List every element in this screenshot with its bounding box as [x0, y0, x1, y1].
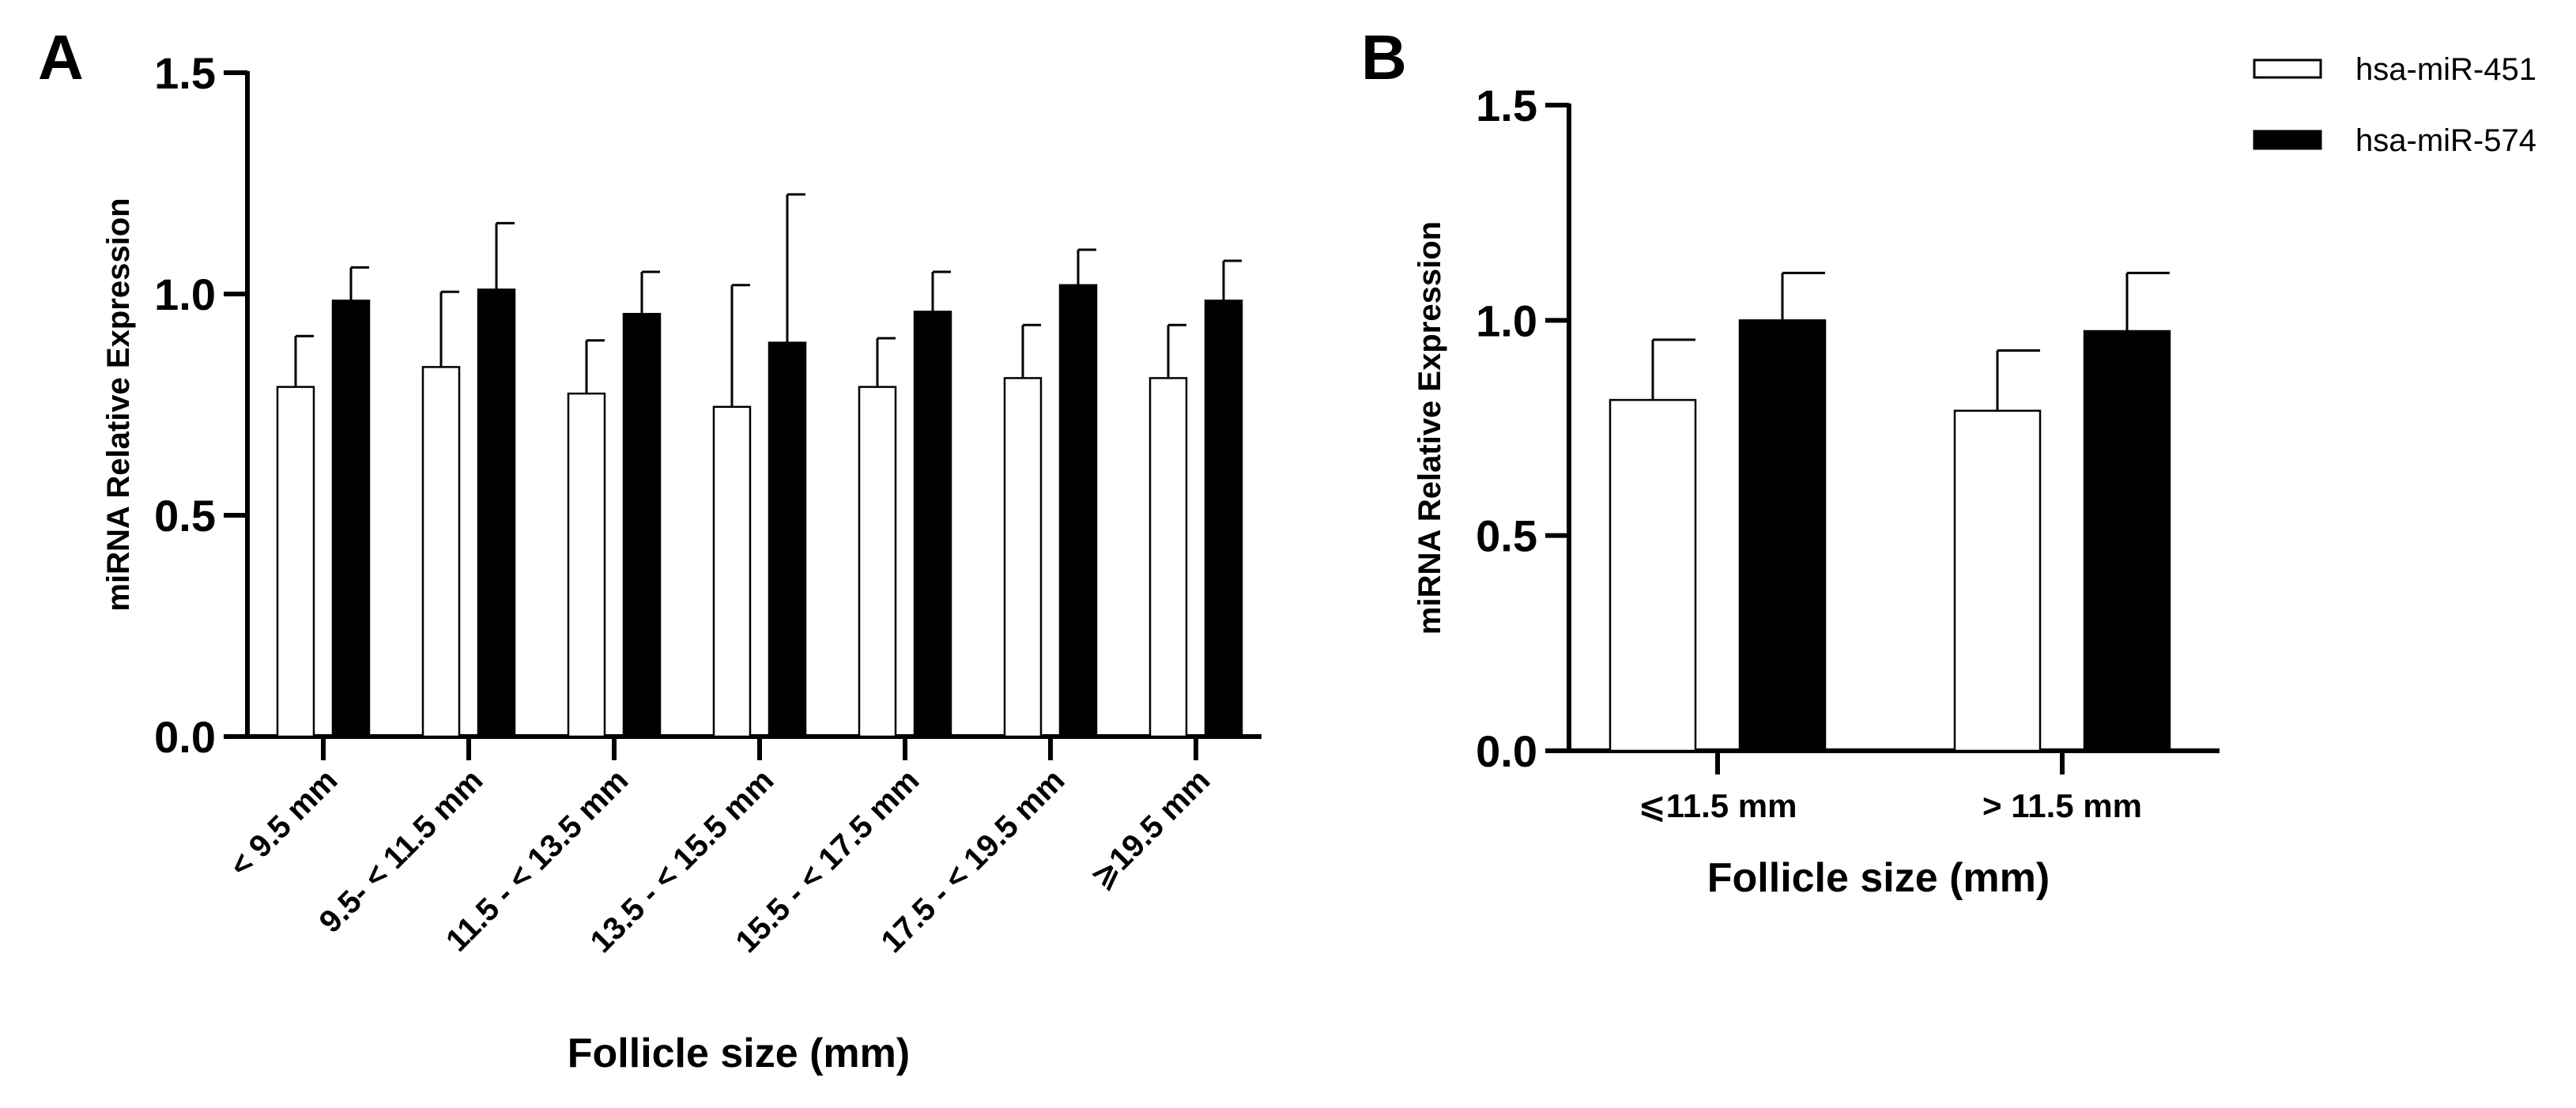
y-tick-label: 1.0	[1476, 296, 1537, 345]
legend-label-mir574: hsa-miR-574	[2355, 123, 2536, 158]
y-axis-title: miRNA Relative Expression	[101, 198, 136, 611]
bar-mir451	[1003, 377, 1043, 738]
legend-label-mir451: hsa-miR-451	[2355, 52, 2536, 87]
y-tick-label: 0.5	[154, 491, 216, 541]
bar-mir574	[622, 312, 662, 738]
y-tick-label: 1.0	[154, 269, 216, 319]
x-tick-label: > 11.5 mm	[1982, 787, 2142, 824]
bar-mir574	[913, 311, 952, 738]
y-axis-title: miRNA Relative Expression	[1412, 221, 1447, 635]
y-tick-label: 1.5	[1476, 81, 1537, 130]
bar-mir451	[421, 366, 461, 738]
bar-mir451	[276, 386, 315, 738]
legend: hsa-miR-451 hsa-miR-574	[2253, 52, 2536, 158]
bar-mir574	[1738, 319, 1827, 752]
x-tick-label: ⩽11.5 mm	[1639, 787, 1797, 824]
y-tick-label: 0.5	[1476, 511, 1537, 561]
bar-mir574	[1204, 300, 1243, 738]
bar-mir574	[477, 288, 516, 738]
x-axis-title: Follicle size (mm)	[568, 1031, 910, 1076]
y-tick-label: 0.0	[1476, 726, 1537, 776]
bar-mir451	[712, 405, 752, 738]
bar-mir451	[1953, 409, 2042, 752]
bar-mir574	[331, 300, 371, 738]
bar-mir451	[567, 392, 606, 738]
legend-swatch-mir451	[2253, 58, 2322, 79]
panel-b-chart: 0.0 0.5 1.0 1.5 miRNA Relative Expression ⩽11…	[1412, 81, 2220, 901]
bar-mir574	[2083, 330, 2171, 752]
y-tick-label: 0.0	[154, 712, 216, 762]
panel-a-chart: 0.0 0.5 1.0 1.5 miRNA Relative Expression < 9…	[101, 48, 1262, 1076]
bar-mir574	[768, 341, 807, 738]
x-axis-title: Follicle size (mm)	[1707, 855, 2050, 901]
bar-mir451	[1609, 398, 1697, 752]
x-tick-label: ⩾19.5 mm	[1084, 763, 1216, 895]
bar-mir451	[858, 386, 897, 738]
panel-a-letter: A	[38, 22, 84, 92]
bar-mir451	[1148, 377, 1188, 738]
bar-mir574	[1058, 284, 1098, 738]
x-tick-label: < 9.5 mm	[223, 763, 344, 884]
legend-swatch-mir574	[2253, 130, 2322, 150]
panel-b-letter: B	[1361, 22, 1407, 92]
y-tick-label: 1.5	[154, 48, 216, 98]
